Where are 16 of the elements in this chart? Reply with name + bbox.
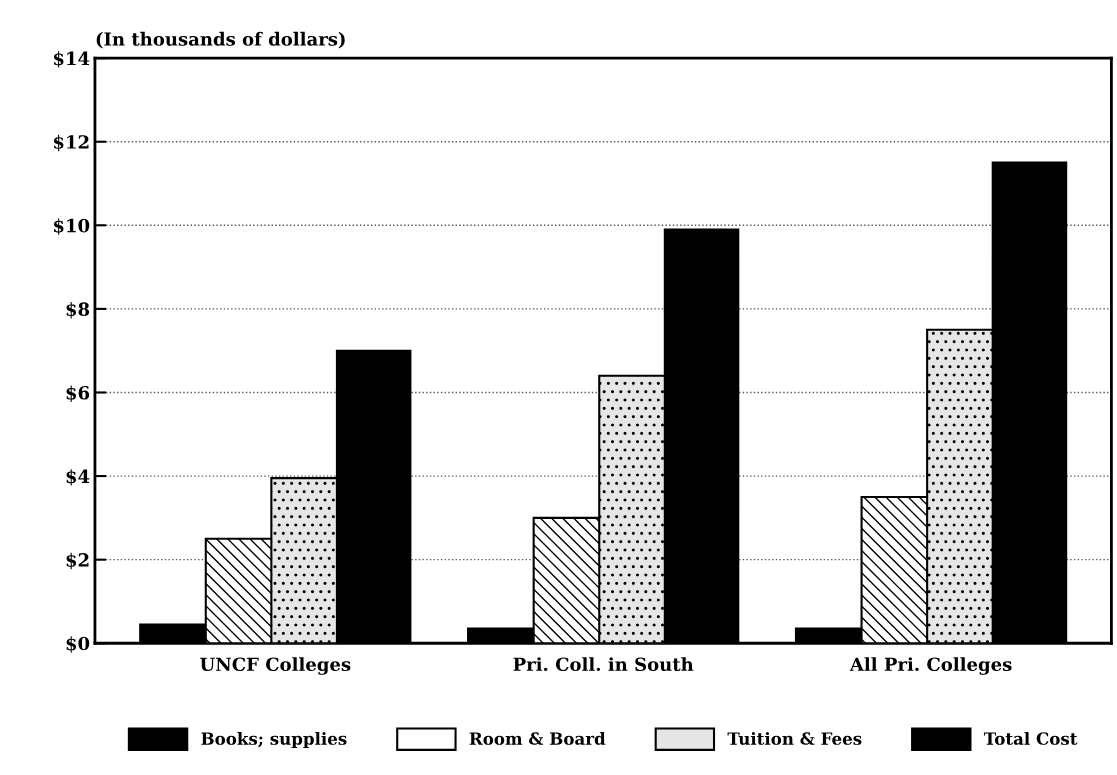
legend-label: Total Cost xyxy=(983,731,1078,745)
x-tick-label: UNCF Colleges xyxy=(200,657,351,675)
legend-label: Tuition & Fees xyxy=(727,731,862,745)
y-tick-label: $0 xyxy=(66,636,90,653)
y-tick-label: $14 xyxy=(54,51,90,68)
legend-label: Books; supplies xyxy=(201,731,347,749)
y-tick-label: $12 xyxy=(54,134,89,152)
y-tick-label: $2 xyxy=(66,552,89,570)
x-tick-label: All Pri. Colleges xyxy=(849,657,1012,675)
y-axis-title: (In thousands of dollars) xyxy=(96,31,345,49)
x-tick-label: Pri. Coll. in South xyxy=(513,657,694,672)
y-tick-label: $4 xyxy=(66,469,90,486)
y-tick-label: $10 xyxy=(54,218,90,235)
y-tick-label: $6 xyxy=(66,385,90,402)
legend-label: Room & Board xyxy=(469,731,606,745)
y-tick-label: $8 xyxy=(66,302,90,319)
